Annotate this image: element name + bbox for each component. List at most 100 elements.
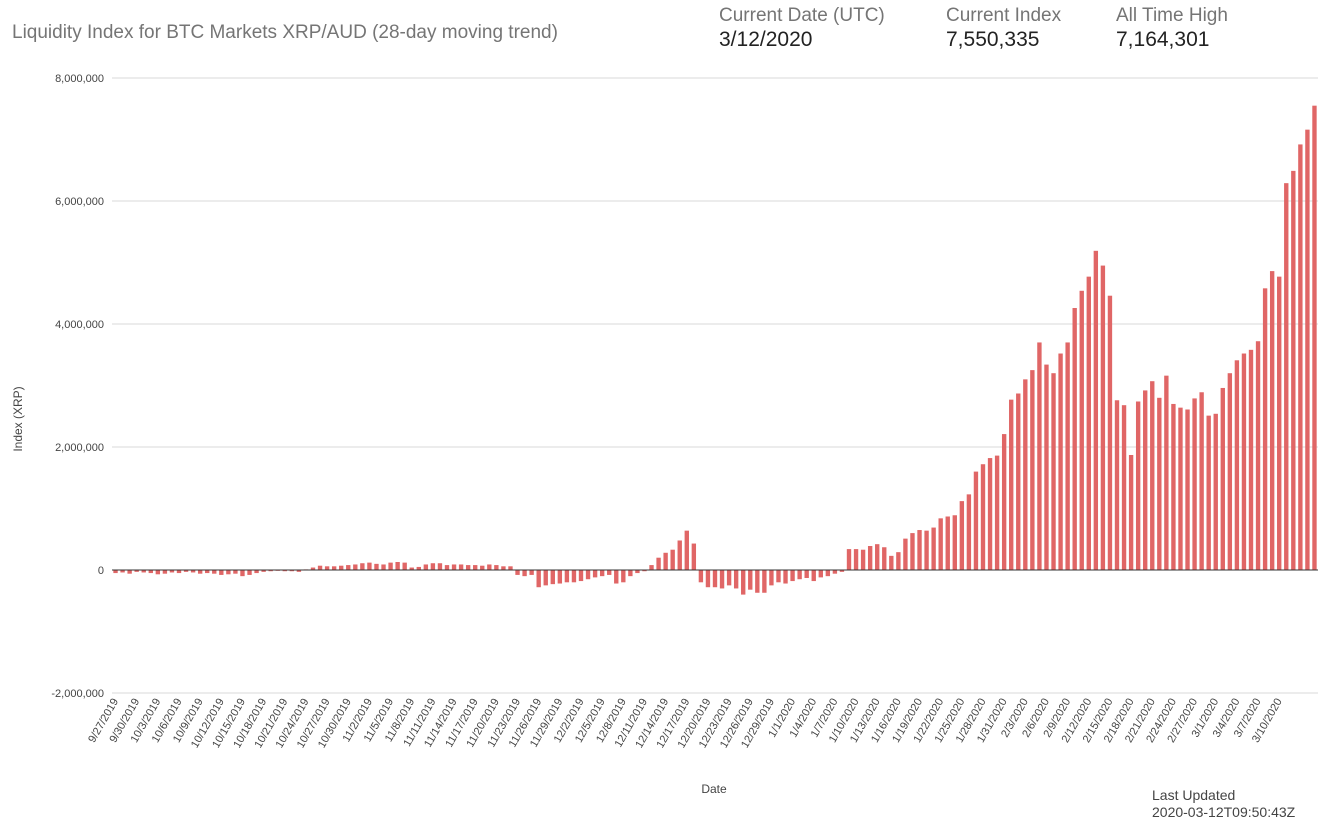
bar (635, 570, 640, 574)
bar (748, 570, 753, 590)
bar (1150, 381, 1155, 570)
current-index-label: Current Index (946, 5, 1062, 26)
bar (367, 562, 372, 570)
bar (254, 570, 259, 574)
bar (1009, 399, 1014, 570)
bar (924, 530, 929, 570)
bar (148, 570, 153, 574)
bar (1284, 183, 1289, 571)
bar (331, 566, 337, 570)
bar (120, 570, 125, 573)
bar (183, 570, 189, 572)
bar (853, 549, 859, 570)
x-axis-ticks: 9/27/20199/30/201910/3/201910/6/201910/9… (86, 697, 1285, 751)
bar (903, 538, 908, 570)
gridlines (112, 77, 1318, 694)
all-time-high-stat: All Time High 7,164,301 (1116, 4, 1228, 52)
bar (240, 570, 245, 577)
bar (607, 570, 612, 575)
bar (663, 552, 668, 570)
bar (867, 546, 873, 570)
last-updated-value: 2020-03-12T09:50:43Z (1152, 804, 1296, 820)
bar (839, 570, 845, 572)
bar (1269, 271, 1275, 570)
bar (1023, 379, 1028, 570)
bar (882, 547, 887, 570)
bar (1037, 342, 1042, 570)
y-tick-label: 4,000,000 (55, 319, 104, 331)
bar (1121, 405, 1127, 570)
bar (825, 570, 831, 577)
bar (1291, 170, 1296, 571)
bar (1072, 308, 1077, 570)
bar (1241, 353, 1247, 570)
bar (162, 570, 168, 574)
bar (374, 563, 379, 570)
bar (733, 570, 739, 589)
y-tick-label: 8,000,000 (55, 73, 104, 85)
bar (1065, 342, 1070, 570)
bar (339, 565, 344, 570)
bar (360, 563, 365, 570)
bar (1199, 392, 1204, 570)
bar (423, 564, 429, 570)
bar (1058, 353, 1063, 570)
bar (578, 570, 584, 582)
bar (381, 564, 386, 570)
bar (1178, 407, 1183, 570)
bar (1255, 341, 1261, 570)
bar (1248, 349, 1254, 570)
bar (346, 565, 351, 570)
bar (395, 562, 400, 570)
bar (691, 543, 697, 570)
bar (1135, 401, 1141, 570)
last-updated-label: Last Updated (1152, 787, 1236, 803)
bar (755, 570, 760, 593)
bar (896, 552, 901, 570)
y-tick-label: -2,000,000 (51, 688, 104, 700)
bar (190, 570, 196, 573)
bar (741, 570, 746, 595)
bar (621, 570, 626, 583)
bar (1044, 364, 1049, 570)
bar (212, 570, 217, 574)
bar (1114, 400, 1120, 570)
current-date-label: Current Date (UTC) (719, 5, 885, 26)
bar (536, 570, 541, 588)
bar (1030, 370, 1035, 570)
bar (494, 565, 499, 570)
bar (402, 562, 407, 570)
bar (508, 566, 513, 570)
bar (1001, 434, 1007, 570)
bar (762, 570, 767, 593)
bar (1213, 413, 1218, 570)
bar (451, 564, 457, 570)
bar (1262, 288, 1268, 570)
bar (353, 564, 358, 570)
bar (1086, 276, 1091, 570)
bar (268, 570, 273, 572)
bar (1100, 265, 1106, 570)
bar (684, 530, 689, 570)
bar (585, 570, 591, 580)
bar (557, 570, 563, 584)
bar (1220, 387, 1225, 570)
bar (233, 570, 238, 574)
bar (910, 533, 915, 570)
bar (1093, 250, 1099, 570)
bar (529, 570, 534, 575)
y-tick-label: 0 (98, 565, 104, 577)
bar (952, 515, 957, 570)
bar (1051, 373, 1056, 570)
bar (226, 570, 231, 575)
bar (1016, 393, 1021, 570)
bar (1234, 360, 1240, 570)
bar (282, 570, 287, 572)
bar (1171, 403, 1176, 570)
bar (127, 570, 132, 574)
bar (705, 570, 711, 588)
bar (1305, 129, 1310, 570)
bar (1164, 375, 1169, 570)
bar (571, 570, 577, 583)
bar (388, 562, 393, 570)
